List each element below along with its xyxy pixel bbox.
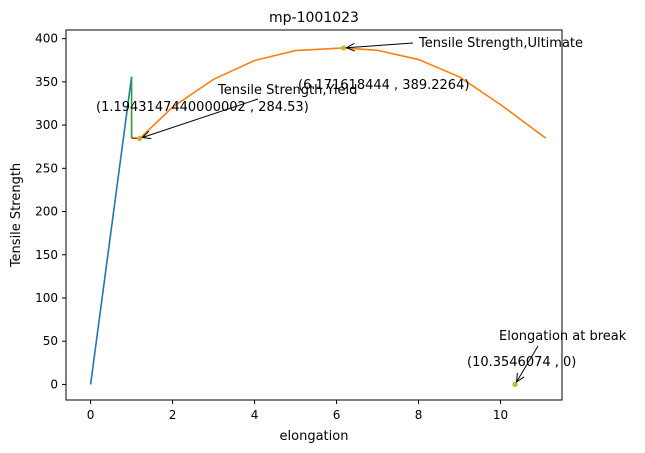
ultimate-annotation-value: (6.171618444 , 389.2264): [298, 78, 469, 93]
y-tick-label: 400: [35, 32, 58, 46]
series-line-0: [91, 77, 132, 385]
x-tick-label: 0: [87, 408, 95, 422]
break-annotation-value: (10.3546074 , 0): [467, 355, 576, 370]
x-tick-label: 10: [493, 408, 508, 422]
ultimate-annotation-label: Tensile Strength,Ultimate: [418, 36, 583, 51]
x-tick-label: 4: [251, 408, 259, 422]
y-tick-label: 0: [50, 377, 58, 391]
ultimate-annotation-arrow: [347, 43, 413, 48]
x-axis-label: elongation: [280, 429, 349, 444]
y-tick-label: 250: [35, 161, 58, 175]
ultimate-point: [341, 45, 346, 50]
y-axis-label: Tensile Strength: [9, 163, 24, 268]
y-tick-label: 100: [35, 291, 58, 305]
yield-annotation-value: (1.1943147440000002 , 284.53): [96, 100, 309, 115]
y-tick-label: 300: [35, 118, 58, 132]
x-tick-label: 2: [169, 408, 177, 422]
y-tick-label: 200: [35, 205, 58, 219]
y-tick-label: 150: [35, 248, 58, 262]
chart-title: mp-1001023: [269, 10, 359, 26]
break-annotation-label: Elongation at break: [499, 329, 627, 344]
x-tick-label: 8: [415, 408, 423, 422]
break-point: [512, 382, 517, 387]
y-tick-label: 50: [43, 334, 58, 348]
y-tick-label: 350: [35, 75, 58, 89]
yield-point: [137, 136, 142, 141]
x-tick-label: 6: [333, 408, 341, 422]
